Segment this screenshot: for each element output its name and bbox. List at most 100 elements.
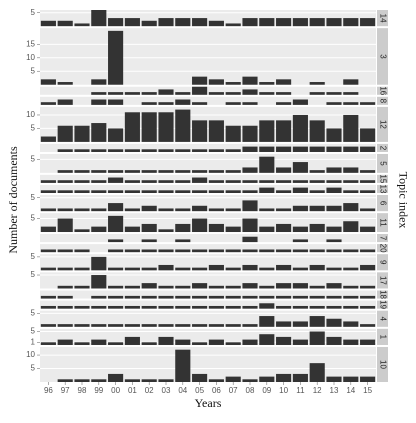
x-tick-label: 00 xyxy=(111,386,120,395)
bar xyxy=(108,285,124,289)
bar xyxy=(242,190,258,193)
bar xyxy=(91,10,107,27)
bar xyxy=(175,285,191,289)
bar xyxy=(158,18,174,27)
panel-background xyxy=(40,106,376,142)
panel-background xyxy=(40,96,376,105)
bar xyxy=(158,102,174,105)
x-axis-title: Years xyxy=(195,396,222,410)
bar xyxy=(175,239,191,243)
bar xyxy=(292,295,308,299)
bar xyxy=(309,18,325,27)
bar xyxy=(343,167,359,173)
bar xyxy=(91,379,107,382)
bar xyxy=(91,305,107,309)
bar xyxy=(108,215,124,233)
bar xyxy=(343,267,359,271)
bar xyxy=(360,376,376,382)
x-tick-label: 08 xyxy=(246,386,255,395)
bar xyxy=(108,18,124,27)
bar xyxy=(242,324,258,327)
bar xyxy=(141,223,157,233)
bar xyxy=(124,226,140,233)
bar xyxy=(259,376,275,382)
bar xyxy=(208,324,224,327)
bar xyxy=(208,190,224,193)
bar xyxy=(309,120,325,142)
facet-label: 16 xyxy=(378,86,387,95)
bar xyxy=(192,76,208,85)
bar xyxy=(57,339,73,345)
bar xyxy=(343,102,359,105)
bar xyxy=(108,149,124,152)
bar xyxy=(158,170,174,173)
bar xyxy=(242,249,258,253)
bar xyxy=(91,180,107,183)
panel-background xyxy=(40,213,376,233)
bar xyxy=(175,295,191,299)
bar xyxy=(225,82,241,85)
bar xyxy=(158,208,174,212)
bar xyxy=(175,149,191,152)
bar xyxy=(108,373,124,382)
bar xyxy=(343,221,359,233)
bar xyxy=(326,283,342,289)
panel-background xyxy=(40,195,376,212)
facet-label: 14 xyxy=(378,14,387,23)
bar xyxy=(192,249,208,253)
bar xyxy=(158,229,174,233)
bar xyxy=(276,167,292,173)
bar xyxy=(91,295,107,299)
bar xyxy=(259,295,275,299)
bar xyxy=(192,305,208,309)
bar xyxy=(225,295,241,299)
bar xyxy=(343,285,359,289)
bar xyxy=(175,180,191,183)
bar xyxy=(360,18,376,27)
bar xyxy=(108,267,124,271)
bar xyxy=(225,285,241,289)
facet-strip xyxy=(377,28,388,85)
bar xyxy=(192,190,208,193)
bar xyxy=(57,249,73,253)
bar xyxy=(208,223,224,233)
bar xyxy=(259,285,275,289)
bar xyxy=(276,190,292,193)
bar xyxy=(108,203,124,212)
bar xyxy=(309,205,325,212)
bar xyxy=(360,170,376,173)
bar xyxy=(74,208,90,212)
bar xyxy=(292,226,308,233)
bar xyxy=(242,339,258,345)
bar xyxy=(208,285,224,289)
bar xyxy=(141,342,157,345)
bar xyxy=(108,30,124,85)
bar xyxy=(225,92,241,95)
bar xyxy=(141,239,157,243)
bar xyxy=(343,305,359,309)
bar xyxy=(175,267,191,271)
bar xyxy=(225,190,241,193)
bar xyxy=(309,82,325,85)
facet-strip xyxy=(377,86,388,95)
bar xyxy=(360,264,376,271)
bar xyxy=(225,342,241,345)
bar xyxy=(124,295,140,299)
bar xyxy=(292,18,308,27)
bar xyxy=(175,305,191,309)
bar xyxy=(108,305,124,309)
bar xyxy=(343,376,359,382)
bar xyxy=(225,226,241,233)
bar xyxy=(57,125,73,142)
bar xyxy=(57,295,73,299)
panel-background xyxy=(40,10,376,27)
bar xyxy=(124,305,140,309)
bar xyxy=(292,283,308,289)
bar xyxy=(40,102,56,105)
bar xyxy=(326,295,342,299)
facet-strip xyxy=(377,244,388,253)
bar xyxy=(175,349,191,382)
bar xyxy=(124,267,140,271)
facet-strip xyxy=(377,143,388,152)
